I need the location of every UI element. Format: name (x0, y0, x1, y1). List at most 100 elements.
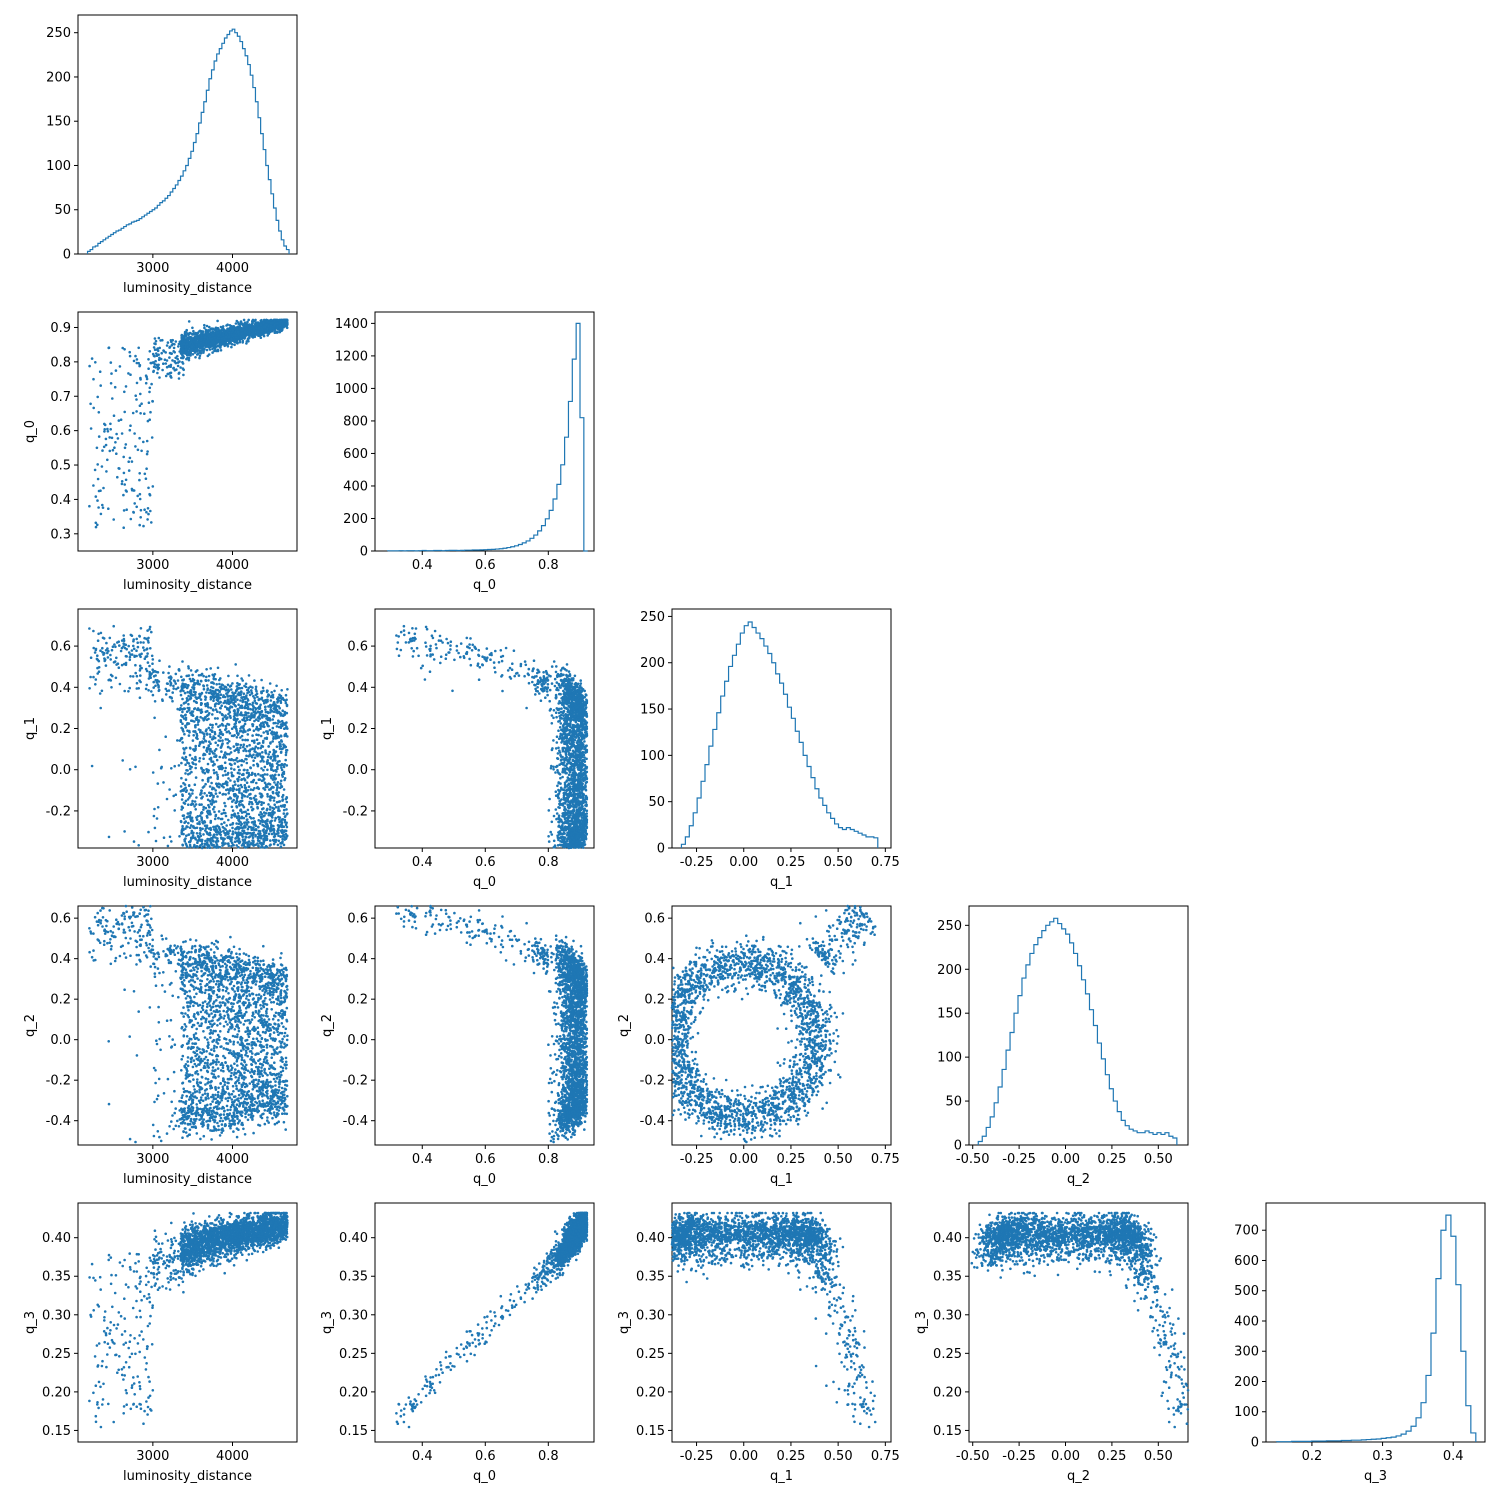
point (276, 319, 279, 322)
point (158, 376, 161, 379)
point (197, 331, 200, 334)
point (132, 412, 135, 415)
point (209, 733, 212, 736)
point (180, 357, 183, 360)
point (184, 352, 187, 355)
point (99, 649, 102, 652)
point (140, 627, 143, 630)
point (260, 679, 263, 682)
point (240, 744, 243, 747)
point (96, 447, 99, 450)
point (129, 373, 132, 376)
point (101, 504, 104, 507)
point (152, 353, 155, 356)
point (188, 332, 191, 335)
point (129, 355, 132, 358)
point (254, 336, 257, 339)
point (188, 793, 191, 796)
point (155, 340, 158, 343)
point (94, 651, 97, 654)
point (204, 336, 207, 339)
point (253, 328, 256, 331)
point (116, 476, 119, 479)
point (129, 457, 132, 460)
point (230, 338, 233, 341)
point (89, 403, 92, 406)
point (246, 321, 249, 324)
hist-q-2-xtick-label: -0.50 (956, 1152, 990, 1167)
point (185, 358, 188, 361)
point (118, 467, 121, 470)
hist-q-2-ytick-label: 50 (945, 1095, 962, 1110)
point (113, 414, 116, 417)
point (237, 330, 240, 333)
point (276, 762, 279, 765)
point (220, 818, 223, 821)
point (268, 833, 271, 836)
point (207, 344, 210, 347)
point (246, 325, 249, 328)
point (229, 747, 232, 750)
point (218, 337, 221, 340)
point (225, 324, 228, 327)
point (100, 513, 103, 516)
hist-q-3-xlabel: q_3 (1364, 1469, 1387, 1484)
point (233, 344, 236, 347)
point (101, 449, 104, 452)
point (173, 347, 176, 350)
point (214, 818, 217, 821)
point (189, 342, 192, 345)
point (150, 383, 153, 386)
point (130, 518, 133, 521)
point (105, 642, 108, 645)
hist-q-0-xlabel: q_0 (473, 578, 496, 593)
point (132, 645, 135, 648)
point (253, 729, 256, 732)
point (191, 346, 194, 349)
point (198, 728, 201, 731)
scatter-q-0-vs-luminosity-distance-ytick-label: 0.3 (50, 527, 71, 542)
point (178, 372, 181, 375)
point (189, 747, 192, 750)
point (272, 715, 275, 718)
point (194, 356, 197, 359)
point (209, 776, 212, 779)
point (121, 483, 124, 486)
point (241, 341, 244, 344)
point (113, 446, 116, 449)
point (178, 343, 181, 346)
hist-q-0-ytick-label: 0 (360, 545, 368, 560)
point (151, 662, 154, 665)
point (254, 751, 257, 754)
point (146, 440, 149, 443)
point (173, 809, 176, 812)
point (148, 391, 151, 394)
point (133, 648, 136, 651)
point (131, 488, 134, 491)
point (197, 352, 200, 355)
point (219, 736, 222, 739)
point (266, 793, 269, 796)
point (95, 526, 98, 529)
point (245, 755, 248, 758)
point (181, 798, 184, 801)
hist-q-0-ytick-label: 1000 (335, 382, 368, 397)
point (234, 331, 237, 334)
point (180, 762, 183, 765)
point (96, 499, 99, 502)
point (125, 385, 128, 388)
point (139, 493, 142, 496)
point (195, 336, 198, 339)
point (252, 319, 255, 322)
point (139, 412, 142, 415)
point (198, 357, 201, 360)
point (285, 751, 288, 754)
hist-q-3-ytick-label: 300 (1234, 1345, 1259, 1360)
point (255, 782, 258, 785)
point (227, 328, 230, 331)
point (286, 327, 289, 330)
point (276, 322, 279, 325)
point (164, 358, 167, 361)
point (257, 773, 260, 776)
point (247, 809, 250, 812)
